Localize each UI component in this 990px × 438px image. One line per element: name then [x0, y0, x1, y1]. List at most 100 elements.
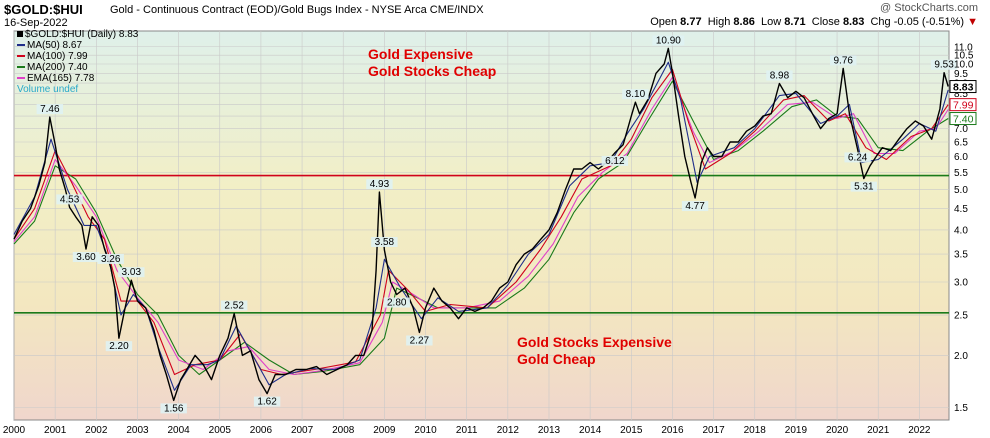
legend-label: Volume undef [17, 84, 79, 95]
chg-value: -0.05 (-0.51%) [893, 16, 965, 28]
open-value: 8.77 [680, 16, 702, 28]
data-label-bg [601, 155, 629, 166]
series-line-gold-hui [13, 47, 949, 402]
data-label: 2.52 [224, 301, 244, 312]
data-labels: 7.46 3.60 4.53 3.26 2.20 3.03 1.56 2.52 1.62 4.93… [36, 35, 958, 414]
data-label-bg [253, 396, 281, 407]
down-arrow-icon: ▼ [967, 16, 978, 28]
x-tick-label: 2007 [291, 425, 314, 436]
low-value: 8.71 [784, 16, 806, 28]
x-tick-label: 2002 [85, 425, 108, 436]
data-label-bg [850, 181, 878, 192]
x-tick-label: 2013 [538, 425, 561, 436]
right-value-label-box [949, 112, 977, 126]
high-value: 8.86 [733, 16, 755, 28]
data-label: 5.31 [854, 182, 874, 193]
x-tick-label: 2005 [209, 425, 232, 436]
data-label-bg [830, 55, 857, 66]
data-label: 4.77 [685, 201, 705, 212]
x-tick-label: 2022 [908, 425, 931, 436]
data-label-bg [118, 267, 145, 278]
legend-item-volume: Volume undef [17, 84, 138, 95]
data-label-bg [72, 251, 100, 262]
y-tick-label: 7.0 [954, 124, 968, 135]
chart-date: 16-Sep-2022 [4, 17, 68, 29]
x-tick-label: 2001 [44, 425, 67, 436]
x-tick-label: 2004 [167, 425, 190, 436]
chg-label: Chg [870, 16, 891, 28]
data-label: 6.12 [605, 156, 625, 167]
y-tick-label: 3.5 [954, 250, 968, 261]
y-tick-label: 4.0 [954, 225, 968, 236]
data-label: 2.27 [410, 335, 430, 346]
data-label-bg [56, 194, 83, 205]
annotation-bottom: Gold Stocks Expensive Gold Cheap [517, 334, 672, 368]
right-value-label: 8.83 [953, 82, 974, 94]
data-label: 3.26 [101, 254, 121, 265]
data-label: 4.93 [370, 179, 390, 190]
data-label-bg [844, 152, 871, 163]
y-axis: 1.52.02.53.03.54.04.55.05.56.06.57.07.58… [954, 42, 974, 414]
right-value-label: 7.99 [953, 100, 974, 112]
reference-lines [14, 174, 949, 314]
low-label: Low [760, 16, 782, 28]
x-tick-label: 2000 [3, 425, 26, 436]
data-label-bg [406, 335, 433, 346]
data-label: 7.46 [40, 104, 60, 115]
data-label: 9.53 [934, 60, 954, 71]
data-label-bg [652, 35, 685, 46]
data-label: 3.03 [122, 267, 142, 278]
data-label: 3.60 [76, 252, 96, 263]
legend-swatch [17, 31, 23, 38]
legend-swatch [17, 66, 25, 69]
x-tick-label: 2021 [867, 425, 890, 436]
data-label-bg [97, 253, 124, 264]
data-label: 10.90 [656, 35, 681, 46]
annotation-top: Gold Expensive Gold Stocks Cheap [368, 46, 496, 80]
x-axis: 2000 2001 2002 2003 2004 2005 2006 2007 2008 2009… [3, 425, 931, 436]
ohlc-readout: Open 8.77 High 8.86 Low 8.71 Close 8.83 … [650, 16, 978, 28]
x-tick-label: 2014 [579, 425, 602, 436]
series-line-ma-100 [13, 68, 949, 376]
legend-item-ma50: MA(50) 8.67 [17, 40, 138, 51]
data-label-bg [766, 70, 793, 81]
y-tick-label: 10.0 [954, 60, 974, 71]
y-tick-label: 5.5 [954, 168, 968, 179]
legend-label: MA(50) 8.67 [27, 40, 83, 51]
legend: $GOLD:$HUI (Daily) 8.83 MA(50) 8.67 MA(1… [17, 29, 138, 95]
annotation-top-line2: Gold Stocks Cheap [368, 63, 497, 79]
y-tick-label: 6.5 [954, 138, 968, 149]
data-label-bg [366, 179, 393, 190]
legend-label: EMA(165) 7.78 [27, 73, 95, 84]
annotation-bottom-line1: Gold Stocks Expensive [517, 334, 672, 350]
data-label: 1.62 [257, 397, 277, 408]
data-label: 6.24 [848, 152, 868, 163]
x-tick-label: 2016 [661, 425, 684, 436]
data-label: 2.80 [387, 297, 407, 308]
data-label-bg [383, 297, 410, 308]
data-label-bg [36, 104, 64, 115]
data-label: 8.98 [770, 70, 790, 81]
data-label: 9.76 [834, 55, 854, 66]
data-label: 3.58 [375, 237, 395, 248]
y-tick-label: 10.5 [954, 51, 974, 62]
y-tick-label: 9.5 [954, 69, 968, 80]
y-tick-label: 8.5 [954, 89, 968, 100]
x-tick-label: 2018 [744, 425, 767, 436]
data-label-bg [105, 341, 133, 352]
series-layer [13, 47, 949, 402]
legend-item-ratio: $GOLD:$HUI (Daily) 8.83 [17, 29, 138, 40]
x-tick-label: 2006 [250, 425, 273, 436]
legend-label: MA(200) 7.40 [27, 62, 88, 73]
legend-swatch [17, 77, 25, 80]
x-tick-label: 2015 [620, 425, 643, 436]
chart-description: Gold - Continuous Contract (EOD)/Gold Bu… [110, 4, 484, 16]
x-tick-label: 2019 [785, 425, 808, 436]
x-tick-label: 2011 [456, 425, 478, 436]
x-tick-label: 2008 [332, 425, 355, 436]
legend-label: $GOLD:$HUI (Daily) 8.83 [25, 29, 139, 40]
legend-item-ma100: MA(100) 7.99 [17, 51, 138, 62]
data-label: 4.53 [60, 194, 80, 205]
annotation-bottom-line2: Gold Cheap [517, 351, 596, 367]
copyright-text[interactable]: @ StockCharts.com [880, 2, 978, 14]
